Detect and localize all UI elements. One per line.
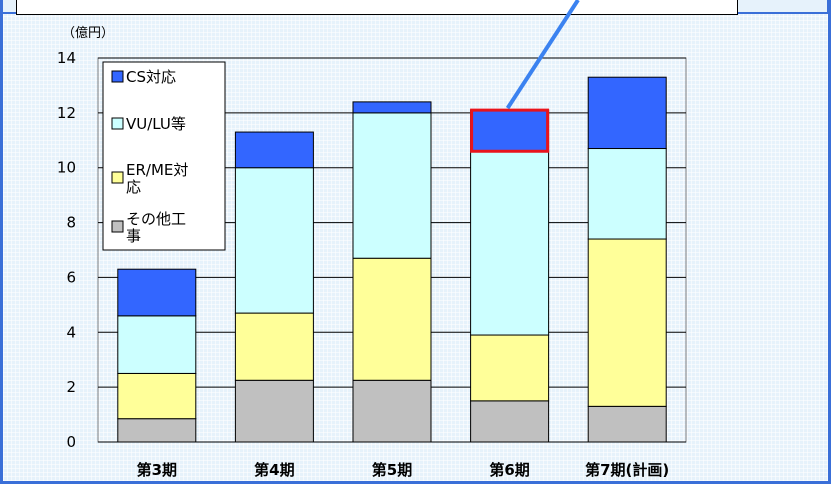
callout-line	[505, 0, 580, 110]
legend-swatch-2	[111, 171, 124, 184]
bar-1-1	[234, 312, 314, 381]
highlight-box	[470, 108, 550, 153]
bar-2-2	[352, 112, 432, 259]
bar-1-0	[234, 379, 314, 443]
x-axis-categories: 第3期 第4期 第5期 第6期 第7期(計画)	[137, 461, 670, 479]
bar-3-3	[470, 109, 550, 152]
bar-3-2	[470, 150, 550, 336]
y-tick-label-7: 14	[57, 49, 76, 67]
bar-0-1	[117, 372, 197, 420]
bar-2-1	[352, 257, 432, 381]
y-axis-ticks: 0 2 4 6 8 10 12 14	[57, 49, 76, 451]
bar-4-0	[587, 405, 667, 443]
legend-label-2-line1: 応	[126, 178, 141, 196]
bar-4-1	[587, 238, 667, 407]
y-tick-label-0: 0	[66, 433, 76, 451]
bar-3-1	[470, 334, 550, 402]
bar-4-2	[587, 148, 667, 240]
y-tick-label-3: 6	[66, 268, 76, 286]
bar-4-3	[587, 76, 667, 150]
bar-1-3	[234, 131, 314, 169]
bar-1-2	[234, 167, 314, 314]
unit-label: （億円）	[62, 25, 114, 41]
legend-swatch-1	[111, 117, 124, 130]
y-tick-label-1: 2	[66, 378, 76, 396]
y-tick-label-6: 12	[57, 104, 76, 122]
legend-label-0: CS対応	[126, 68, 176, 86]
header-box	[16, 0, 738, 15]
x-category-label-1: 第4期	[254, 461, 294, 479]
x-category-label-2: 第5期	[372, 461, 412, 479]
legend-label-2: ER/ME対	[126, 161, 188, 179]
y-tick-label-2: 4	[66, 323, 76, 341]
legend-label-3: その他工	[126, 210, 186, 228]
legend-label-1: VU/LU等	[126, 115, 186, 133]
legend-swatch-0	[111, 70, 124, 83]
bar-0-3	[117, 268, 197, 317]
bar-0-2	[117, 315, 197, 374]
x-category-label-3: 第6期	[489, 461, 529, 479]
legend-swatch-3	[111, 220, 124, 233]
y-tick-label-5: 10	[57, 159, 76, 177]
bar-0-0	[117, 418, 197, 443]
bars	[117, 76, 667, 443]
bar-2-0	[352, 379, 432, 443]
x-category-label-4: 第7期(計画)	[585, 461, 669, 479]
callout	[505, 0, 580, 110]
legend-box	[102, 61, 226, 251]
y-tick-label-4: 8	[66, 214, 76, 232]
legend-label-3-line1: 事	[126, 227, 141, 245]
bar-3-0	[470, 400, 550, 443]
x-category-label-0: 第3期	[137, 461, 177, 479]
bar-2-3	[352, 101, 432, 114]
